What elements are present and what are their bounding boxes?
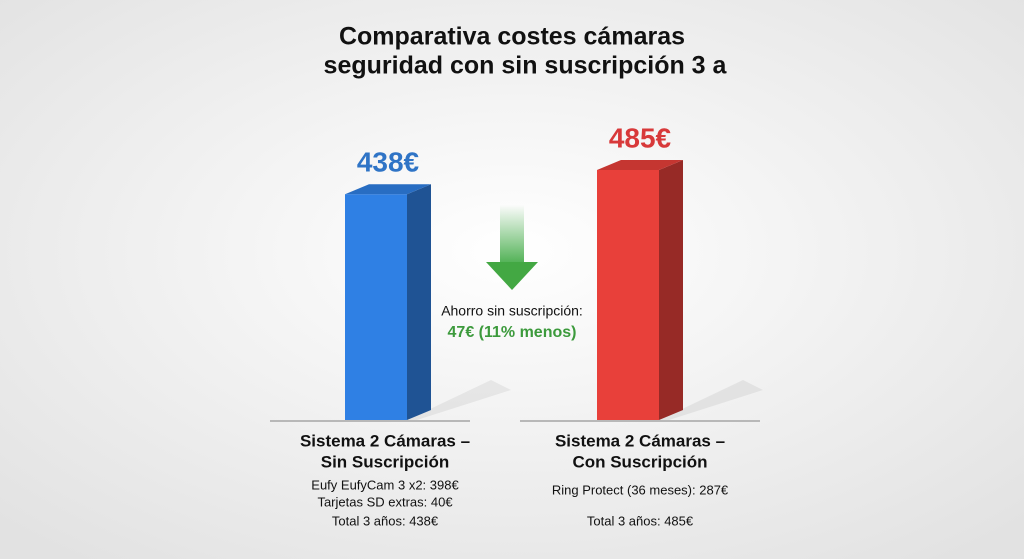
category-label: Sin Suscripción <box>321 452 449 471</box>
bar-top <box>597 160 683 170</box>
chart-title: seguridad con sin suscripción 3 a <box>324 52 728 80</box>
bar <box>345 194 407 420</box>
bar-shadow <box>407 380 511 420</box>
detail-text: Eufy EufyCam 3 x2: 398€ <box>311 477 459 492</box>
total-text: Total 3 años: 485€ <box>587 513 694 528</box>
category-label: Con Suscripción <box>572 452 707 471</box>
annotation: 47€ (11% menos) <box>448 324 577 341</box>
value-label: 438€ <box>357 147 420 178</box>
arrow-shaft <box>500 205 524 265</box>
annotation: Ahorro sin suscripción: <box>441 303 583 319</box>
bar-top <box>345 184 431 195</box>
bar-side <box>407 184 431 420</box>
arrow-head <box>486 262 538 290</box>
bar-shadow <box>659 380 763 420</box>
total-text: Total 3 años: 438€ <box>332 513 439 528</box>
chart-title: Comparativa costes cámaras <box>339 23 685 51</box>
detail-text: Tarjetas SD extras: 40€ <box>317 494 453 509</box>
category-label: Sistema 2 Cámaras – <box>555 431 725 450</box>
bar-side <box>659 160 683 420</box>
category-label: Sistema 2 Cámaras – <box>300 431 470 450</box>
value-label: 485€ <box>609 122 672 153</box>
detail-text: Ring Protect (36 meses): 287€ <box>552 482 729 497</box>
bar <box>597 170 659 420</box>
